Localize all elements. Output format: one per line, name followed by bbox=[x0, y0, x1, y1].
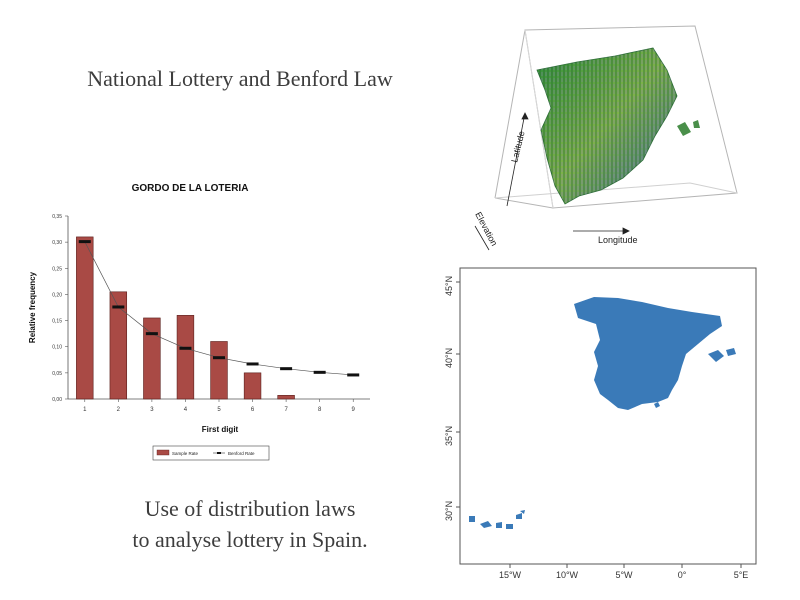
x-tick-label: 2 bbox=[117, 407, 121, 413]
x-tick-label: 8 bbox=[318, 407, 322, 413]
benford-rate-marker bbox=[78, 240, 91, 244]
legend-label-benford-rate: Benford Rate bbox=[228, 451, 255, 456]
map-spain-mainland bbox=[574, 297, 736, 410]
slide-caption: Use of distribution laws to analyse lott… bbox=[60, 493, 440, 555]
spain-elevation-3d-plot: Latitude Elevation Longitude bbox=[473, 25, 738, 251]
y-tick-label: 0,35 bbox=[52, 214, 62, 220]
x-tick-label: 9 bbox=[352, 407, 356, 413]
map-lon-tick-label: 5°E bbox=[734, 570, 749, 580]
x-tick-label: 7 bbox=[284, 407, 288, 413]
terrain-surface bbox=[536, 47, 700, 205]
benford-rate-marker bbox=[280, 367, 293, 371]
legend-label-sample-rate: Sample Rate bbox=[172, 451, 199, 456]
x-tick-label: 3 bbox=[150, 407, 154, 413]
legend-swatch-sample-rate bbox=[156, 449, 170, 456]
caption-line: to analyse lottery in Spain. bbox=[132, 527, 368, 552]
x-tick-label: 6 bbox=[251, 407, 255, 413]
y-tick-label: 0,20 bbox=[52, 292, 62, 298]
caption-line: Use of distribution laws bbox=[144, 496, 356, 521]
y-axis-label: Relative frequency bbox=[28, 271, 37, 343]
map-lon-ticks: 15°W 10°W 5°W 0° 5°E bbox=[499, 564, 748, 580]
map-lat-tick-label: 40°N bbox=[444, 348, 454, 368]
bar-sample-rate bbox=[76, 236, 94, 400]
slide-title: National Lottery and Benford Law bbox=[87, 66, 393, 91]
x-tick-label: 4 bbox=[184, 407, 188, 413]
spain-lottery-points-map: 45°N 40°N 35°N 30°N 15°W 10°W 5°W 0° bbox=[444, 267, 757, 580]
chart-title: GORDO DE LA LOTERIA bbox=[132, 183, 249, 194]
map-canary-islands bbox=[469, 510, 525, 529]
map-lat-tick-label: 35°N bbox=[444, 426, 454, 446]
benford-rate-marker bbox=[145, 332, 158, 336]
y-tick-label: 0,15 bbox=[52, 319, 62, 325]
3d-axis-arrows bbox=[474, 112, 630, 251]
bar-sample-rate bbox=[277, 395, 295, 400]
map-lon-tick-label: 15°W bbox=[499, 570, 522, 580]
benford-rate-marker bbox=[112, 305, 125, 309]
bar-sample-rate bbox=[243, 372, 262, 400]
map-lat-tick-label: 30°N bbox=[444, 501, 454, 521]
map-lon-tick-label: 0° bbox=[678, 570, 687, 580]
y-tick-label: 0,30 bbox=[52, 240, 62, 246]
legend-box bbox=[152, 445, 270, 461]
benford-rate-marker bbox=[313, 370, 326, 374]
map-lat-tick-label: 45°N bbox=[444, 276, 454, 296]
bar-sample-rate bbox=[143, 317, 161, 400]
legend-marker-benford-rate bbox=[217, 452, 221, 454]
map-lat-ticks: 45°N 40°N 35°N 30°N bbox=[444, 276, 460, 521]
benford-rate-marker bbox=[179, 346, 192, 350]
benford-rate-marker bbox=[347, 373, 360, 377]
benford-rate-marker bbox=[246, 362, 259, 366]
y-tick-label: 0,05 bbox=[52, 371, 62, 377]
bar-sample-rate bbox=[210, 341, 228, 400]
benford-rate-marker bbox=[213, 356, 225, 360]
map-lon-tick-label: 5°W bbox=[615, 570, 633, 580]
x-tick-label: 1 bbox=[83, 407, 87, 413]
3d-axis-label-latitude: Latitude bbox=[509, 130, 526, 163]
x-tick-label: 5 bbox=[217, 407, 221, 413]
y-tick-label: 0,25 bbox=[52, 266, 62, 272]
y-tick-label: 0,00 bbox=[52, 397, 62, 403]
x-axis-label: First digit bbox=[202, 425, 239, 434]
3d-axis-label-longitude: Longitude bbox=[598, 235, 638, 245]
bar-sample-rate bbox=[176, 315, 195, 400]
y-tick-label: 0,10 bbox=[52, 345, 62, 351]
benford-bar-chart: GORDO DE LA LOTERIA 0,00 0,05 0,10 0,15 0,20 0… bbox=[28, 183, 370, 461]
map-lon-tick-label: 10°W bbox=[556, 570, 579, 580]
